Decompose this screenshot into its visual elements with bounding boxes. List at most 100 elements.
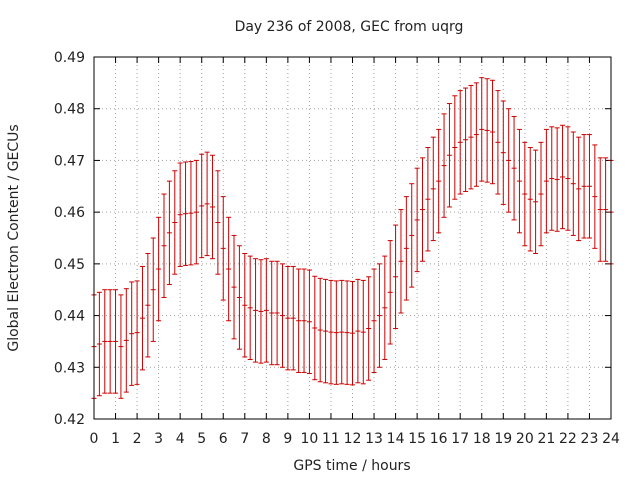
error-bar-point [172, 170, 178, 275]
error-bar-point [344, 280, 350, 385]
x-tick-label: 12 [344, 431, 362, 447]
error-bar-point [468, 84, 474, 190]
error-bar-point [490, 79, 496, 185]
error-bar-point [430, 136, 436, 242]
x-tick-label: 13 [365, 431, 383, 447]
error-bar-point [463, 87, 469, 192]
x-tick-label: 24 [602, 431, 620, 447]
y-tick-label: 0.49 [54, 50, 85, 66]
error-bar-point [161, 193, 167, 298]
error-bar-point [285, 265, 291, 371]
chart-title: Day 236 of 2008, GEC from uqrg [235, 19, 464, 35]
error-bar-point [96, 291, 102, 397]
error-bar-point [414, 167, 420, 273]
error-bar-point [495, 90, 501, 195]
x-tick-label: 0 [90, 431, 99, 447]
error-bar-point [269, 260, 275, 366]
error-bar-point [549, 126, 555, 231]
y-tick-label: 0.45 [54, 257, 85, 273]
error-bar-point [166, 180, 172, 286]
error-bar-point [253, 258, 259, 363]
error-bar-point [247, 255, 253, 361]
x-tick-label: 20 [516, 431, 534, 447]
y-tick-label: 0.43 [54, 360, 85, 376]
error-bar-point [209, 154, 215, 260]
error-bar-point [570, 131, 576, 236]
x-tick-label: 10 [301, 431, 319, 447]
x-tick-label: 22 [559, 431, 577, 447]
error-bar-point [538, 141, 544, 247]
error-bar-point [296, 268, 302, 373]
error-bar-point [199, 153, 205, 259]
error-bar-point [436, 128, 442, 234]
error-bar-point [236, 245, 242, 350]
x-tick-label: 21 [537, 431, 555, 447]
error-bar-point [107, 289, 113, 394]
error-bar-point [193, 159, 199, 265]
error-bar-point [479, 77, 485, 182]
error-bar-point [220, 196, 226, 301]
error-bar-point [183, 161, 189, 266]
error-bar-point [441, 113, 447, 218]
error-bar-series [91, 77, 614, 399]
error-bar-point [188, 160, 194, 266]
error-bar-point [473, 82, 479, 187]
error-bar-point [382, 255, 388, 361]
error-bar-point [123, 288, 129, 393]
error-bar-point [403, 196, 409, 301]
x-tick-label: 8 [262, 431, 271, 447]
error-bar-point [258, 259, 264, 364]
x-tick-label: 2 [133, 431, 142, 447]
error-bar-point [231, 234, 237, 340]
error-bar-point [597, 157, 603, 262]
error-bar-point [263, 258, 269, 363]
error-bar-point [355, 278, 361, 384]
y-tick-label: 0.48 [54, 102, 85, 118]
error-bar-point [328, 279, 334, 385]
x-tick-label: 11 [322, 431, 340, 447]
error-bar-point [409, 183, 415, 288]
error-bar-point [134, 280, 140, 385]
error-bar-point [145, 253, 151, 358]
error-bar-point [150, 237, 156, 342]
error-bar-point [350, 280, 355, 386]
error-bar-point [393, 224, 399, 329]
x-tick-label: 1 [111, 431, 120, 447]
error-bar-point [516, 128, 522, 234]
error-bar-point [279, 263, 285, 368]
error-bar-point [425, 147, 431, 252]
error-bar-point [226, 216, 232, 322]
error-bar-point [527, 147, 533, 252]
error-bar-point [139, 265, 145, 371]
error-bar-point [565, 126, 571, 231]
error-bar-point [290, 265, 296, 371]
error-bar-point [398, 209, 404, 314]
error-bar-point [177, 162, 183, 267]
error-bar-point [242, 253, 248, 358]
error-bar-point [323, 278, 329, 384]
error-bar-point [204, 151, 210, 257]
error-bar-point [576, 136, 582, 242]
grid-lines [94, 57, 611, 419]
error-bar-point [506, 108, 512, 213]
error-bar-point [452, 95, 458, 200]
y-tick-label: 0.47 [54, 153, 85, 169]
error-bar-point [533, 149, 539, 255]
error-bar-point [102, 289, 108, 394]
error-bar-point [113, 289, 119, 394]
error-bar-point [446, 103, 452, 208]
error-bar-point [500, 100, 506, 205]
x-tick-label: 17 [451, 431, 469, 447]
error-bar-point [522, 141, 528, 247]
error-bar-point [560, 124, 566, 230]
error-bar-point [484, 78, 490, 183]
error-bar-point [387, 240, 393, 345]
x-tick-label: 3 [154, 431, 163, 447]
x-tick-label: 19 [494, 431, 512, 447]
y-tick-label: 0.42 [54, 412, 85, 428]
y-axis-label: Global Electron Content / GECUs [6, 124, 22, 351]
error-bar-point [118, 294, 124, 399]
error-bar-point [554, 127, 560, 232]
y-tick-label: 0.46 [54, 205, 85, 221]
